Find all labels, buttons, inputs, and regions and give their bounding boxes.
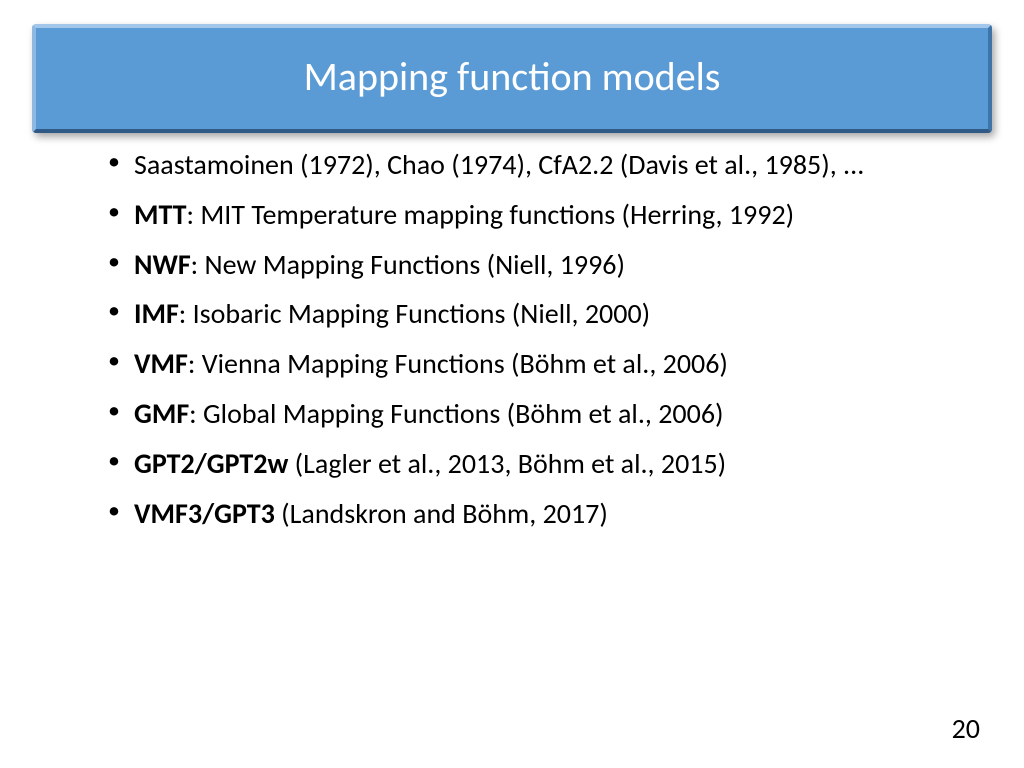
slide-title-text: Mapping function models (304, 52, 721, 101)
bullet-bold: GMF (134, 396, 189, 431)
bullet-text: : Vienna Mapping Functions (Böhm et al.,… (188, 346, 728, 381)
bullet-item: GPT2/GPT2w (Lagler et al., 2013, Böhm et… (108, 446, 974, 482)
bullet-item: VMF3/GPT3 (Landskron and Böhm, 2017) (108, 496, 974, 532)
bullet-item: GMF: Global Mapping Functions (Böhm et a… (108, 396, 974, 432)
bullet-bold: MTT (134, 197, 187, 232)
slide-content: Saastamoinen (1972), Chao (1974), CfA2.2… (30, 147, 994, 532)
slide: Mapping function models Saastamoinen (19… (0, 0, 1024, 768)
bullet-bold: VMF3/GPT3 (134, 496, 275, 531)
bullet-item: VMF: Vienna Mapping Functions (Böhm et a… (108, 346, 974, 382)
bullet-text: : MIT Temperature mapping functions (Her… (187, 197, 795, 232)
slide-title-box: Mapping function models (32, 24, 992, 133)
bullet-text: : Isobaric Mapping Functions (Niell, 200… (179, 296, 650, 331)
bullet-item: MTT: MIT Temperature mapping functions (… (108, 197, 974, 233)
bullet-text: Saastamoinen (1972), Chao (1974), CfA2.2… (134, 147, 864, 182)
page-number: 20 (952, 711, 980, 746)
bullet-text: : New Mapping Functions (Niell, 1996) (191, 247, 625, 282)
bullet-item: NWF: New Mapping Functions (Niell, 1996) (108, 247, 974, 283)
bullet-bold: VMF (134, 346, 188, 381)
bullet-bold: NWF (134, 247, 191, 282)
bullet-bold: GPT2/GPT2w (134, 446, 288, 481)
bullet-text: (Lagler et al., 2013, Böhm et al., 2015) (288, 446, 726, 481)
bullet-item: Saastamoinen (1972), Chao (1974), CfA2.2… (108, 147, 974, 183)
bullet-bold: IMF (134, 296, 179, 331)
bullet-item: IMF: Isobaric Mapping Functions (Niell, … (108, 296, 974, 332)
bullet-text: : Global Mapping Functions (Böhm et al.,… (189, 396, 723, 431)
bullet-text: (Landskron and Böhm, 2017) (275, 496, 608, 531)
bullet-list: Saastamoinen (1972), Chao (1974), CfA2.2… (36, 147, 974, 532)
